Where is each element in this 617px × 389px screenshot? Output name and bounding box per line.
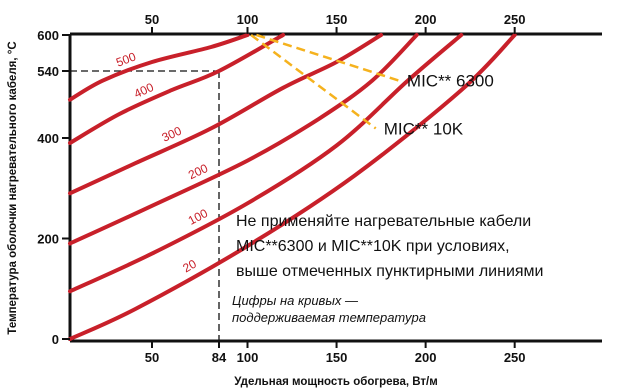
limit-line-1 [250,33,377,130]
curve-label-500: 500 [114,49,138,69]
warning-block: Не применяйте нагревательные кабели MIC*… [236,213,543,280]
x-tick-label-bottom: 150 [326,350,348,365]
y-tick-label: 600 [37,28,59,43]
limit-lines: MIC** 6300 MIC** 10K [250,33,494,138]
curve-100 [68,33,464,294]
curve-200 [68,33,419,246]
x-tick-label-bottom: 84 [212,350,227,365]
x-tick-label-top: 200 [415,12,437,27]
x-tick-label-top: 100 [237,12,259,27]
y-tick-label: 400 [37,131,59,146]
x-tick-label-bottom: 100 [237,350,259,365]
y-tick-label: 200 [37,232,59,247]
x-tick-label-top: 50 [145,12,159,27]
x-tick-label-top: 250 [504,12,526,27]
x-tick-label-top: 150 [326,12,348,27]
curve-20 [68,33,517,341]
x-tick-label-bottom: 50 [145,350,159,365]
x-tick-label-bottom: 250 [504,350,526,365]
x-axis-title: Удельная мощность обогрева, Вт/м [234,376,438,388]
warning-line-3: выше отмеченных пунктирными линиями [236,263,543,280]
limit-line-0 [256,33,400,82]
limit-line-label-0: MIC** 6300 [407,72,494,91]
ticks: 0 200 400 540 600 50 84 100 150 200 250 50 100 150 200… [37,12,525,365]
limit-line-label-1: MIC** 10K [384,119,464,138]
curves [68,33,517,341]
y-tick-label: 540 [37,64,59,79]
curve-300 [68,33,384,196]
note-block: Цифры на кривых — поддерживаемая темпера… [232,293,426,325]
warning-line-1: Не применяйте нагревательные кабели [236,213,531,230]
curve-400 [68,33,286,145]
reference-lines [70,70,220,341]
warning-line-2: MIC**6300 и MIC**10K при условиях, [236,238,510,255]
curve-label-20: 20 [180,256,199,275]
note-line-1: Цифры на кривых — [232,293,359,308]
y-tick-label: 0 [52,332,59,347]
curve-500 [68,33,250,102]
note-line-2: поддерживаемая температура [232,310,426,325]
y-axis-title: Температура оболочки нагревательного каб… [7,41,19,334]
x-tick-label-bottom: 200 [415,350,437,365]
